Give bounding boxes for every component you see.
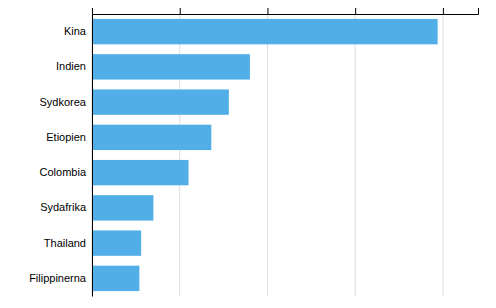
bar	[92, 160, 189, 185]
plot: Kina Indien Sydkorea Etiopien Colombia Sydafr…	[29, 8, 478, 297]
bar	[92, 230, 141, 255]
x-tick	[180, 8, 181, 14]
chart-container: Kina Indien Sydkorea Etiopien Colombia Sydafr…	[0, 0, 496, 308]
x-tick	[92, 8, 93, 14]
y-tick: Colombia	[40, 166, 87, 178]
y-tick: Filippinerna	[29, 272, 87, 284]
bar	[92, 266, 139, 291]
y-tick-label: Kina	[64, 25, 87, 37]
x-tick	[443, 8, 444, 14]
x-axis	[93, 8, 479, 15]
bar	[92, 125, 211, 150]
x-tick	[355, 8, 356, 14]
y-tick: Indien	[56, 60, 86, 72]
y-tick-label: Colombia	[40, 166, 87, 178]
bar	[92, 54, 250, 79]
grid-line	[355, 14, 356, 296]
y-axis-line	[92, 15, 93, 297]
chart-svg: Kina Indien Sydkorea Etiopien Colombia Sydafr…	[0, 0, 496, 308]
x-tick-mark	[92, 8, 93, 14]
x-axis-line	[93, 8, 479, 15]
grid-line	[92, 14, 93, 296]
y-tick: Sydafrika	[40, 201, 87, 213]
bar	[92, 195, 153, 220]
x-tick-mark	[355, 8, 356, 14]
bars	[92, 19, 438, 291]
grid-line	[442, 14, 443, 296]
y-tick: Etiopien	[46, 131, 86, 143]
y-tick-label: Sydafrika	[40, 201, 87, 213]
x-tick-mark	[267, 8, 268, 14]
y-tick-label: Sydkorea	[40, 96, 87, 108]
grid	[92, 14, 443, 296]
bar	[92, 19, 438, 44]
grid-line	[267, 14, 268, 296]
x-tick-mark	[443, 8, 444, 14]
x-tick	[267, 8, 268, 14]
x-tick-mark	[180, 8, 181, 14]
y-tick-label: Thailand	[44, 237, 86, 249]
bar	[92, 89, 229, 114]
y-tick-label: Etiopien	[46, 131, 86, 143]
y-tick: Kina	[64, 25, 87, 37]
y-tick-label: Filippinerna	[29, 272, 87, 284]
y-tick: Sydkorea	[40, 96, 87, 108]
y-tick-label: Indien	[56, 60, 86, 72]
y-tick: Thailand	[44, 237, 86, 249]
y-axis: Kina Indien Sydkorea Etiopien Colombia Sydafr…	[29, 15, 92, 297]
